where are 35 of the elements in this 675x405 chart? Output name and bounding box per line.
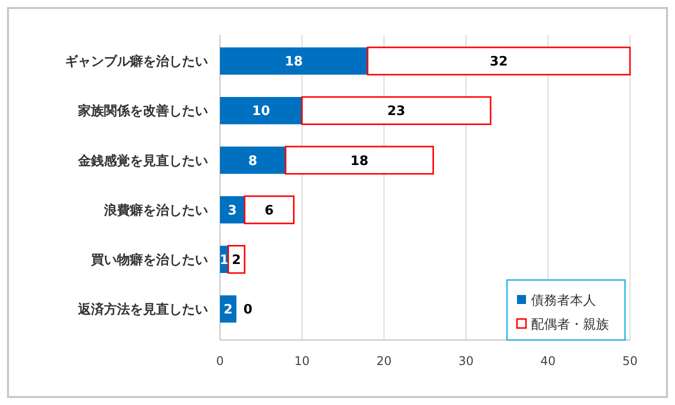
legend-label: 配偶者・親族 — [531, 318, 609, 333]
y-tick-label: 浪費癖を治したい — [103, 202, 208, 218]
data-label: 2 — [232, 252, 241, 268]
data-label: 6 — [264, 203, 274, 218]
bar — [301, 96, 492, 126]
x-tick-label: 40 — [540, 354, 556, 368]
data-label: 10 — [252, 104, 270, 120]
y-tick-label: 返済方法を見直したい — [77, 302, 208, 318]
data-label: 32 — [490, 54, 508, 70]
y-tick-label: 買い物癖を治したい — [90, 252, 208, 268]
bar — [244, 195, 295, 224]
x-tick-label: 50 — [622, 354, 638, 368]
y-tick-label: ギャンブル癖を治したい — [65, 54, 208, 70]
bar — [220, 96, 302, 124]
bar — [220, 47, 368, 75]
x-tick-label: 20 — [376, 354, 392, 368]
bar — [220, 196, 245, 224]
data-label: 18 — [284, 54, 303, 70]
bar — [227, 244, 246, 274]
x-tick-label: 0 — [216, 354, 224, 368]
data-label: 2 — [224, 302, 233, 318]
data-label: 8 — [248, 154, 258, 169]
y-tick-label: 家族関係を改善したい — [77, 103, 208, 120]
x-tick-label: 30 — [458, 354, 474, 368]
data-label: 1 — [220, 252, 229, 268]
data-label: 0 — [243, 302, 252, 318]
data-label: 3 — [228, 203, 237, 218]
x-tick-label: 10 — [294, 354, 310, 368]
bar — [366, 46, 631, 76]
legend-label: 債務者本人 — [531, 294, 596, 309]
data-label: 18 — [350, 154, 368, 169]
bar — [220, 146, 286, 174]
data-label: 23 — [387, 104, 406, 120]
y-tick-label: 金銭感覚を見直したい — [77, 152, 208, 169]
bar — [284, 146, 434, 175]
